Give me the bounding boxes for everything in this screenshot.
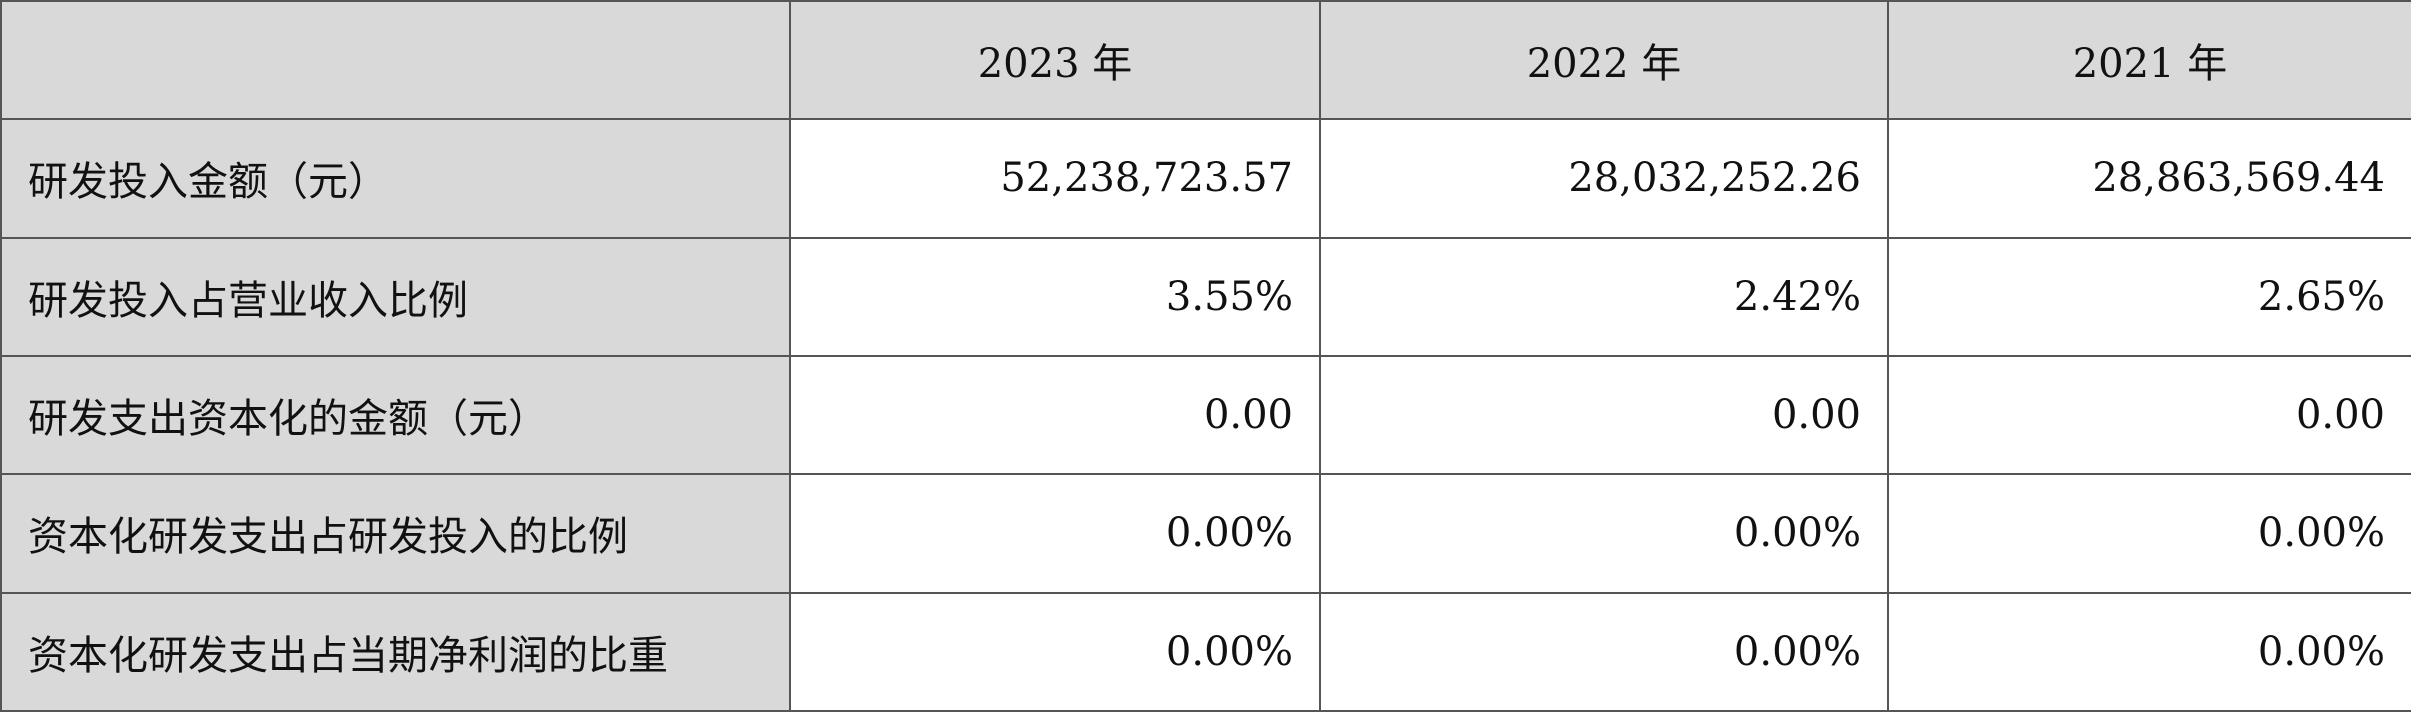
column-header: 2021 年 [1887, 0, 2411, 121]
value-cell: 0.00% [1887, 591, 2411, 712]
data-row: 资本化研发支出占当期净利润的比重 0.00% 0.00% 0.00% [0, 591, 2411, 712]
column-header: 2022 年 [1319, 0, 1889, 121]
corner-cell [0, 0, 791, 121]
value-cell: 2.65% [1887, 236, 2411, 357]
value-cell: 0.00% [789, 473, 1321, 594]
row-label: 资本化研发支出占研发投入的比例 [0, 473, 791, 594]
column-header: 2023 年 [789, 0, 1321, 121]
value-cell: 0.00% [1887, 473, 2411, 594]
value-cell: 0.00 [1319, 354, 1889, 476]
row-label: 研发投入金额（元） [0, 118, 791, 239]
data-row: 研发投入金额（元） 52,238,723.57 28,032,252.26 28,86… [0, 118, 2411, 239]
data-row: 研发支出资本化的金额（元） 0.00 0.00 0.00 [0, 354, 2411, 476]
value-cell: 52,238,723.57 [789, 118, 1321, 239]
row-label: 研发支出资本化的金额（元） [0, 354, 791, 476]
row-label: 资本化研发支出占当期净利润的比重 [0, 591, 791, 712]
value-cell: 0.00% [1319, 591, 1889, 712]
value-cell: 0.00 [789, 354, 1321, 476]
row-label: 研发投入占营业收入比例 [0, 236, 791, 357]
value-cell: 0.00 [1887, 354, 2411, 476]
value-cell: 28,032,252.26 [1319, 118, 1889, 239]
value-cell: 3.55% [789, 236, 1321, 357]
value-cell: 28,863,569.44 [1887, 118, 2411, 239]
value-cell: 2.42% [1319, 236, 1889, 357]
data-row: 资本化研发支出占研发投入的比例 0.00% 0.00% 0.00% [0, 473, 2411, 594]
value-cell: 0.00% [789, 591, 1321, 712]
data-row: 研发投入占营业收入比例 3.55% 2.42% 2.65% [0, 236, 2411, 357]
value-cell: 0.00% [1319, 473, 1889, 594]
header-row: 2023 年 2022 年 2021 年 [0, 0, 2411, 121]
